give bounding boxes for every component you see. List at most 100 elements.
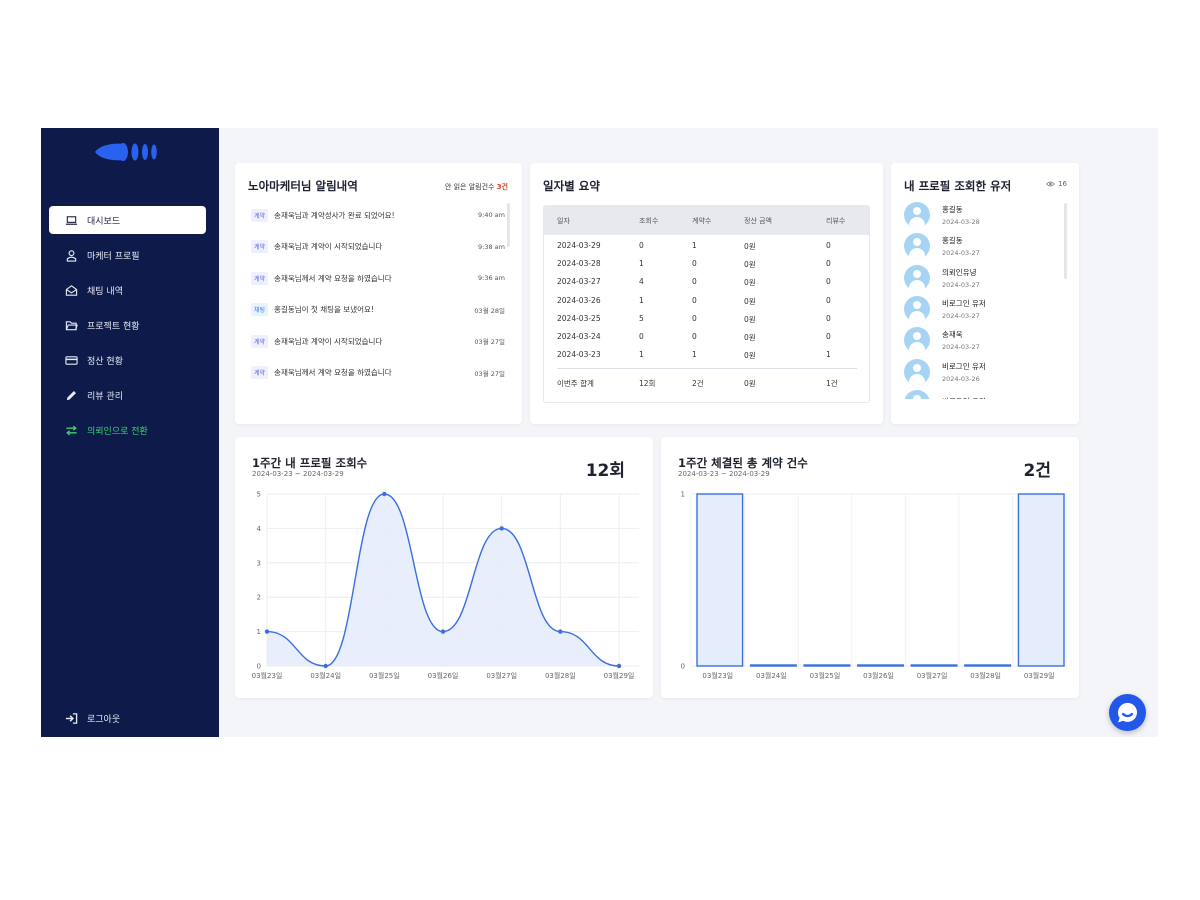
notification-item[interactable]: 계약 송재욱님께서 계약 요청을 하였습니다 03월 27일 xyxy=(251,364,505,382)
row-views: 0 xyxy=(639,332,644,341)
table-row: 2024-03-25 5 0 0원 0 xyxy=(544,314,869,328)
avatar xyxy=(904,389,930,399)
y-tick-label: 2 xyxy=(257,594,261,602)
x-tick-label: 03월25일 xyxy=(369,671,400,680)
viewer-item[interactable]: 비로그인 유저 2024-03-27 xyxy=(904,295,986,323)
viewer-item[interactable]: 비로그인 유저 2024-03-26 xyxy=(904,358,986,386)
viewer-name: 비로그인 유저 xyxy=(942,361,986,371)
notification-tag: 계약 xyxy=(251,240,269,253)
card-icon xyxy=(65,355,78,365)
row-date: 2024-03-24 xyxy=(557,332,601,341)
table-row: 2024-03-29 0 1 0원 0 xyxy=(544,241,869,255)
header-views: 조회수 xyxy=(639,217,659,225)
views-point[interactable] xyxy=(616,663,622,669)
viewer-item[interactable]: 송재욱 2024-03-27 xyxy=(904,326,980,354)
views-point[interactable] xyxy=(264,629,270,634)
sidebar-item-settlement-status[interactable]: 정산 현황 xyxy=(49,346,206,374)
avatar xyxy=(904,327,930,354)
view-count: 16 xyxy=(1046,180,1067,188)
avatar xyxy=(904,233,930,260)
contracts-bar[interactable] xyxy=(749,664,797,667)
contracts-chart-title: 1주간 체결된 총 계약 건수 xyxy=(678,456,808,470)
viewer-item[interactable]: 비로그인 유저 xyxy=(904,389,986,399)
viewer-date: 2024-03-27 xyxy=(942,311,980,320)
sidebar-item-review-management[interactable]: 리뷰 관리 xyxy=(49,381,206,409)
contracts-chart: 0 1 03월23일 03월24일 03월25일 03월26일 03월27일 03월28일 03… xyxy=(681,491,1067,680)
viewers-list: 홍길동 2024-03-28 홍길동 2024-03-27 의뢰인유녕 2024-03-2… xyxy=(891,201,1079,399)
viewer-item[interactable]: 홍길동 2024-03-28 xyxy=(904,201,980,229)
notification-text: 송재욱님과 계약이 시작되었습니다 xyxy=(274,336,383,346)
row-contracts: 1 xyxy=(692,241,697,250)
x-tick-label: 03월29일 xyxy=(1024,671,1055,680)
summary-table: 일자 조회수 계약수 정산 금액 리뷰수 2024-03-29 0 1 0원 0 2024… xyxy=(543,205,870,403)
x-tick-label: 03월29일 xyxy=(604,671,635,680)
logo xyxy=(95,143,157,161)
viewer-date: 2024-03-27 xyxy=(942,280,980,289)
viewer-name: 홍길동 xyxy=(942,205,963,214)
row-reviews: 0 xyxy=(826,277,831,287)
notification-tag: 계약 xyxy=(251,208,269,222)
row-views: 4 xyxy=(639,277,644,287)
logout-button[interactable]: 로그아웃 xyxy=(49,704,206,732)
sidebar-item-chat-history[interactable]: 채팅 내역 xyxy=(49,276,206,304)
sidebar-item-dashboard[interactable]: 대시보드 xyxy=(49,206,206,234)
contracts-bar[interactable] xyxy=(910,664,958,667)
row-views: 0 xyxy=(639,241,644,250)
views-line xyxy=(266,493,620,667)
viewer-info: 홍길동 2024-03-27 xyxy=(942,235,980,257)
row-views: 5 xyxy=(639,313,644,323)
views-point[interactable] xyxy=(558,629,563,634)
notification-time: 03월 27일 xyxy=(474,369,505,378)
contracts-bar[interactable] xyxy=(803,664,851,667)
views-chart-subtitle: 2024-03-23 ~ 2024-03-29 xyxy=(252,470,344,478)
contracts-chart-subtitle: 2024-03-23 ~ 2024-03-29 xyxy=(678,470,770,478)
x-tick-label: 03월25일 xyxy=(810,671,841,680)
contracts-bar[interactable] xyxy=(857,664,904,667)
notification-item[interactable]: 계약 송재욱님께서 계약 요청을 하였습니다 9:36 am xyxy=(251,269,505,287)
chat-bubble-icon xyxy=(1117,702,1137,723)
viewer-info: 의뢰인유녕 2024-03-27 xyxy=(942,267,980,289)
contracts-bar[interactable] xyxy=(696,493,744,667)
sidebar-item-marketer-profile[interactable]: 마케터 프로필 xyxy=(49,241,206,269)
notification-item[interactable]: 계약 송재욱님과 계약이 시작되었습니다 03월 27일 xyxy=(251,332,505,350)
viewers-title: 내 프로필 조회한 유저 xyxy=(904,179,1012,193)
daily-summary-card: 일자별 요약 일자 조회수 계약수 정산 금액 리뷰수 2024-03-29 0 1… xyxy=(530,163,883,424)
total-contracts: 2건 xyxy=(692,379,704,388)
eye-icon xyxy=(1046,181,1056,187)
contracts-bar[interactable] xyxy=(964,664,1012,667)
sidebar-item-label: 마케터 프로필 xyxy=(87,251,140,262)
contracts-bar[interactable] xyxy=(1017,493,1065,667)
notification-item[interactable]: 채팅 홍길동님이 첫 채팅을 보냈어요! 03월 28일 xyxy=(251,301,505,319)
views-point[interactable] xyxy=(499,526,504,531)
x-tick-label: 03월27일 xyxy=(486,671,517,680)
chat-button[interactable] xyxy=(1109,694,1146,731)
viewer-name: 비로그인 유저 xyxy=(942,396,986,399)
row-reviews: 1 xyxy=(826,350,831,360)
row-settlement: 0원 xyxy=(744,296,756,306)
views-point[interactable] xyxy=(440,629,446,634)
header-contracts: 계약수 xyxy=(692,217,712,225)
row-date: 2024-03-23 xyxy=(557,350,601,360)
views-point[interactable] xyxy=(323,663,328,669)
views-point[interactable] xyxy=(382,491,387,497)
sidebar-item-project-status[interactable]: 프로젝트 현황 xyxy=(49,311,206,339)
views-area xyxy=(267,494,619,666)
row-date: 2024-03-26 xyxy=(557,295,601,305)
row-date: 2024-03-27 xyxy=(557,277,601,287)
sidebar-item-switch-to-client[interactable]: 의뢰인으로 전환 xyxy=(49,416,206,444)
views-chart-total: 12회 xyxy=(585,461,625,481)
avatar xyxy=(904,202,930,228)
notifications-scrollbar[interactable] xyxy=(507,203,510,247)
viewer-item[interactable]: 의뢰인유녕 2024-03-27 xyxy=(904,264,980,292)
viewer-item[interactable]: 홍길동 2024-03-27 xyxy=(904,232,980,260)
notification-text: 송재욱님께서 계약 요청을 하였습니다 xyxy=(274,368,392,377)
x-tick-label: 03월24일 xyxy=(756,671,787,680)
row-date: 2024-03-25 xyxy=(557,313,601,323)
row-reviews: 0 xyxy=(826,332,831,341)
header-settlement: 정산 금액 xyxy=(744,217,772,225)
sidebar-item-label: 정산 현황 xyxy=(87,356,123,367)
viewer-date: 2024-03-28 xyxy=(942,218,980,226)
notification-item[interactable]: 계약 송재욱님과 계약성사가 완료 되었어요! 9:40 am xyxy=(251,206,505,224)
viewers-scrollbar[interactable] xyxy=(1064,203,1067,279)
notification-item[interactable]: 계약 송재욱님과 계약이 시작되었습니다 9:38 am xyxy=(251,238,505,256)
